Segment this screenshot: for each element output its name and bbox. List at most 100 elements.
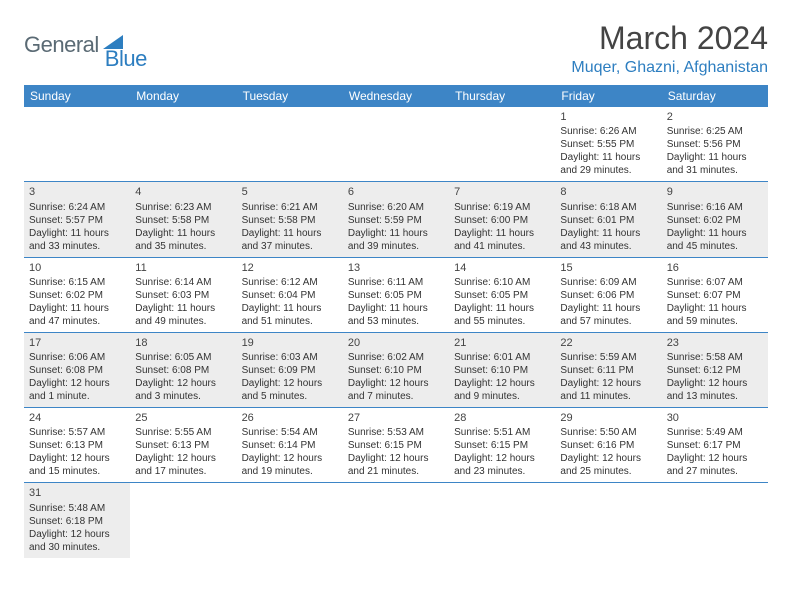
daylight-text: and 47 minutes.	[29, 315, 125, 328]
sunset-text: Sunset: 6:14 PM	[242, 439, 338, 452]
calendar-day-cell: 26Sunrise: 5:54 AMSunset: 6:14 PMDayligh…	[237, 408, 343, 483]
day-number: 29	[560, 411, 656, 425]
weekday-header: Saturday	[662, 85, 768, 107]
day-number: 30	[667, 411, 763, 425]
sunrise-text: Sunrise: 6:09 AM	[560, 276, 656, 289]
calendar-day-cell: 23Sunrise: 5:58 AMSunset: 6:12 PMDayligh…	[662, 332, 768, 407]
sunset-text: Sunset: 6:00 PM	[454, 214, 550, 227]
daylight-text: and 27 minutes.	[667, 465, 763, 478]
day-number: 4	[135, 185, 231, 199]
daylight-text: Daylight: 12 hours	[29, 528, 125, 541]
calendar-day-cell: 3Sunrise: 6:24 AMSunset: 5:57 PMDaylight…	[24, 182, 130, 257]
sunset-text: Sunset: 6:11 PM	[560, 364, 656, 377]
day-number: 6	[348, 185, 444, 199]
calendar-day-cell: 19Sunrise: 6:03 AMSunset: 6:09 PMDayligh…	[237, 332, 343, 407]
sunrise-text: Sunrise: 5:51 AM	[454, 426, 550, 439]
calendar-day-cell	[343, 483, 449, 558]
daylight-text: Daylight: 12 hours	[667, 377, 763, 390]
day-number: 20	[348, 336, 444, 350]
sunrise-text: Sunrise: 5:58 AM	[667, 351, 763, 364]
daylight-text: and 41 minutes.	[454, 240, 550, 253]
daylight-text: Daylight: 12 hours	[29, 377, 125, 390]
calendar-day-cell: 18Sunrise: 6:05 AMSunset: 6:08 PMDayligh…	[130, 332, 236, 407]
calendar-body: 1Sunrise: 6:26 AMSunset: 5:55 PMDaylight…	[24, 107, 768, 558]
sunrise-text: Sunrise: 5:59 AM	[560, 351, 656, 364]
weekday-header: Wednesday	[343, 85, 449, 107]
sunrise-text: Sunrise: 5:55 AM	[135, 426, 231, 439]
daylight-text: and 30 minutes.	[29, 541, 125, 554]
sunrise-text: Sunrise: 5:54 AM	[242, 426, 338, 439]
sunrise-text: Sunrise: 6:11 AM	[348, 276, 444, 289]
sunrise-text: Sunrise: 6:07 AM	[667, 276, 763, 289]
sunrise-text: Sunrise: 6:25 AM	[667, 125, 763, 138]
daylight-text: Daylight: 12 hours	[560, 377, 656, 390]
weekday-header: Thursday	[449, 85, 555, 107]
sunrise-text: Sunrise: 6:10 AM	[454, 276, 550, 289]
sunset-text: Sunset: 5:56 PM	[667, 138, 763, 151]
logo: General Blue	[24, 32, 147, 58]
daylight-text: and 37 minutes.	[242, 240, 338, 253]
calendar-day-cell	[555, 483, 661, 558]
calendar-day-cell: 31Sunrise: 5:48 AMSunset: 6:18 PMDayligh…	[24, 483, 130, 558]
daylight-text: Daylight: 12 hours	[667, 452, 763, 465]
daylight-text: Daylight: 11 hours	[242, 302, 338, 315]
header: General Blue March 2024 Muqer, Ghazni, A…	[24, 20, 768, 77]
daylight-text: Daylight: 11 hours	[560, 227, 656, 240]
calendar-day-cell: 21Sunrise: 6:01 AMSunset: 6:10 PMDayligh…	[449, 332, 555, 407]
logo-text-1: General	[24, 32, 99, 58]
daylight-text: and 57 minutes.	[560, 315, 656, 328]
calendar-week-row: 24Sunrise: 5:57 AMSunset: 6:13 PMDayligh…	[24, 408, 768, 483]
sunset-text: Sunset: 6:03 PM	[135, 289, 231, 302]
sunset-text: Sunset: 6:05 PM	[454, 289, 550, 302]
logo-text-2: Blue	[105, 46, 147, 72]
sunset-text: Sunset: 6:02 PM	[667, 214, 763, 227]
sunset-text: Sunset: 5:59 PM	[348, 214, 444, 227]
calendar-day-cell: 15Sunrise: 6:09 AMSunset: 6:06 PMDayligh…	[555, 257, 661, 332]
sunset-text: Sunset: 6:10 PM	[348, 364, 444, 377]
calendar-day-cell: 12Sunrise: 6:12 AMSunset: 6:04 PMDayligh…	[237, 257, 343, 332]
sunrise-text: Sunrise: 6:21 AM	[242, 201, 338, 214]
daylight-text: Daylight: 12 hours	[454, 377, 550, 390]
sunset-text: Sunset: 6:12 PM	[667, 364, 763, 377]
calendar-week-row: 31Sunrise: 5:48 AMSunset: 6:18 PMDayligh…	[24, 483, 768, 558]
sunrise-text: Sunrise: 5:57 AM	[29, 426, 125, 439]
day-number: 23	[667, 336, 763, 350]
sunrise-text: Sunrise: 6:14 AM	[135, 276, 231, 289]
calendar-day-cell: 30Sunrise: 5:49 AMSunset: 6:17 PMDayligh…	[662, 408, 768, 483]
calendar-day-cell	[237, 483, 343, 558]
day-number: 8	[560, 185, 656, 199]
sunset-text: Sunset: 6:16 PM	[560, 439, 656, 452]
daylight-text: and 55 minutes.	[454, 315, 550, 328]
sunset-text: Sunset: 5:58 PM	[242, 214, 338, 227]
day-number: 3	[29, 185, 125, 199]
sunset-text: Sunset: 6:04 PM	[242, 289, 338, 302]
sunset-text: Sunset: 6:06 PM	[560, 289, 656, 302]
day-number: 19	[242, 336, 338, 350]
sunrise-text: Sunrise: 6:19 AM	[454, 201, 550, 214]
daylight-text: Daylight: 11 hours	[348, 302, 444, 315]
daylight-text: Daylight: 11 hours	[135, 302, 231, 315]
daylight-text: Daylight: 11 hours	[29, 302, 125, 315]
sunset-text: Sunset: 6:13 PM	[135, 439, 231, 452]
daylight-text: and 5 minutes.	[242, 390, 338, 403]
sunrise-text: Sunrise: 6:26 AM	[560, 125, 656, 138]
sunrise-text: Sunrise: 6:24 AM	[29, 201, 125, 214]
calendar-day-cell: 2Sunrise: 6:25 AMSunset: 5:56 PMDaylight…	[662, 107, 768, 182]
day-number: 17	[29, 336, 125, 350]
sunrise-text: Sunrise: 6:05 AM	[135, 351, 231, 364]
day-number: 12	[242, 261, 338, 275]
calendar-week-row: 1Sunrise: 6:26 AMSunset: 5:55 PMDaylight…	[24, 107, 768, 182]
daylight-text: Daylight: 11 hours	[454, 227, 550, 240]
daylight-text: and 7 minutes.	[348, 390, 444, 403]
day-number: 7	[454, 185, 550, 199]
calendar-day-cell: 22Sunrise: 5:59 AMSunset: 6:11 PMDayligh…	[555, 332, 661, 407]
daylight-text: and 33 minutes.	[29, 240, 125, 253]
sunrise-text: Sunrise: 6:16 AM	[667, 201, 763, 214]
calendar-day-cell: 29Sunrise: 5:50 AMSunset: 6:16 PMDayligh…	[555, 408, 661, 483]
day-number: 28	[454, 411, 550, 425]
daylight-text: Daylight: 12 hours	[560, 452, 656, 465]
daylight-text: Daylight: 11 hours	[560, 302, 656, 315]
calendar-day-cell: 27Sunrise: 5:53 AMSunset: 6:15 PMDayligh…	[343, 408, 449, 483]
day-number: 2	[667, 110, 763, 124]
day-number: 5	[242, 185, 338, 199]
